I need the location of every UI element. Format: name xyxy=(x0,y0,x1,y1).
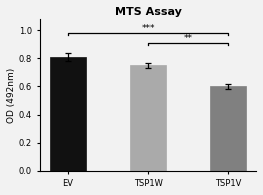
Text: ***: *** xyxy=(141,24,155,33)
Bar xyxy=(50,57,86,171)
Bar xyxy=(210,87,246,171)
Title: MTS Assay: MTS Assay xyxy=(115,7,182,17)
Text: **: ** xyxy=(184,34,193,43)
Bar xyxy=(130,66,166,171)
Y-axis label: OD (492nm): OD (492nm) xyxy=(7,67,16,122)
